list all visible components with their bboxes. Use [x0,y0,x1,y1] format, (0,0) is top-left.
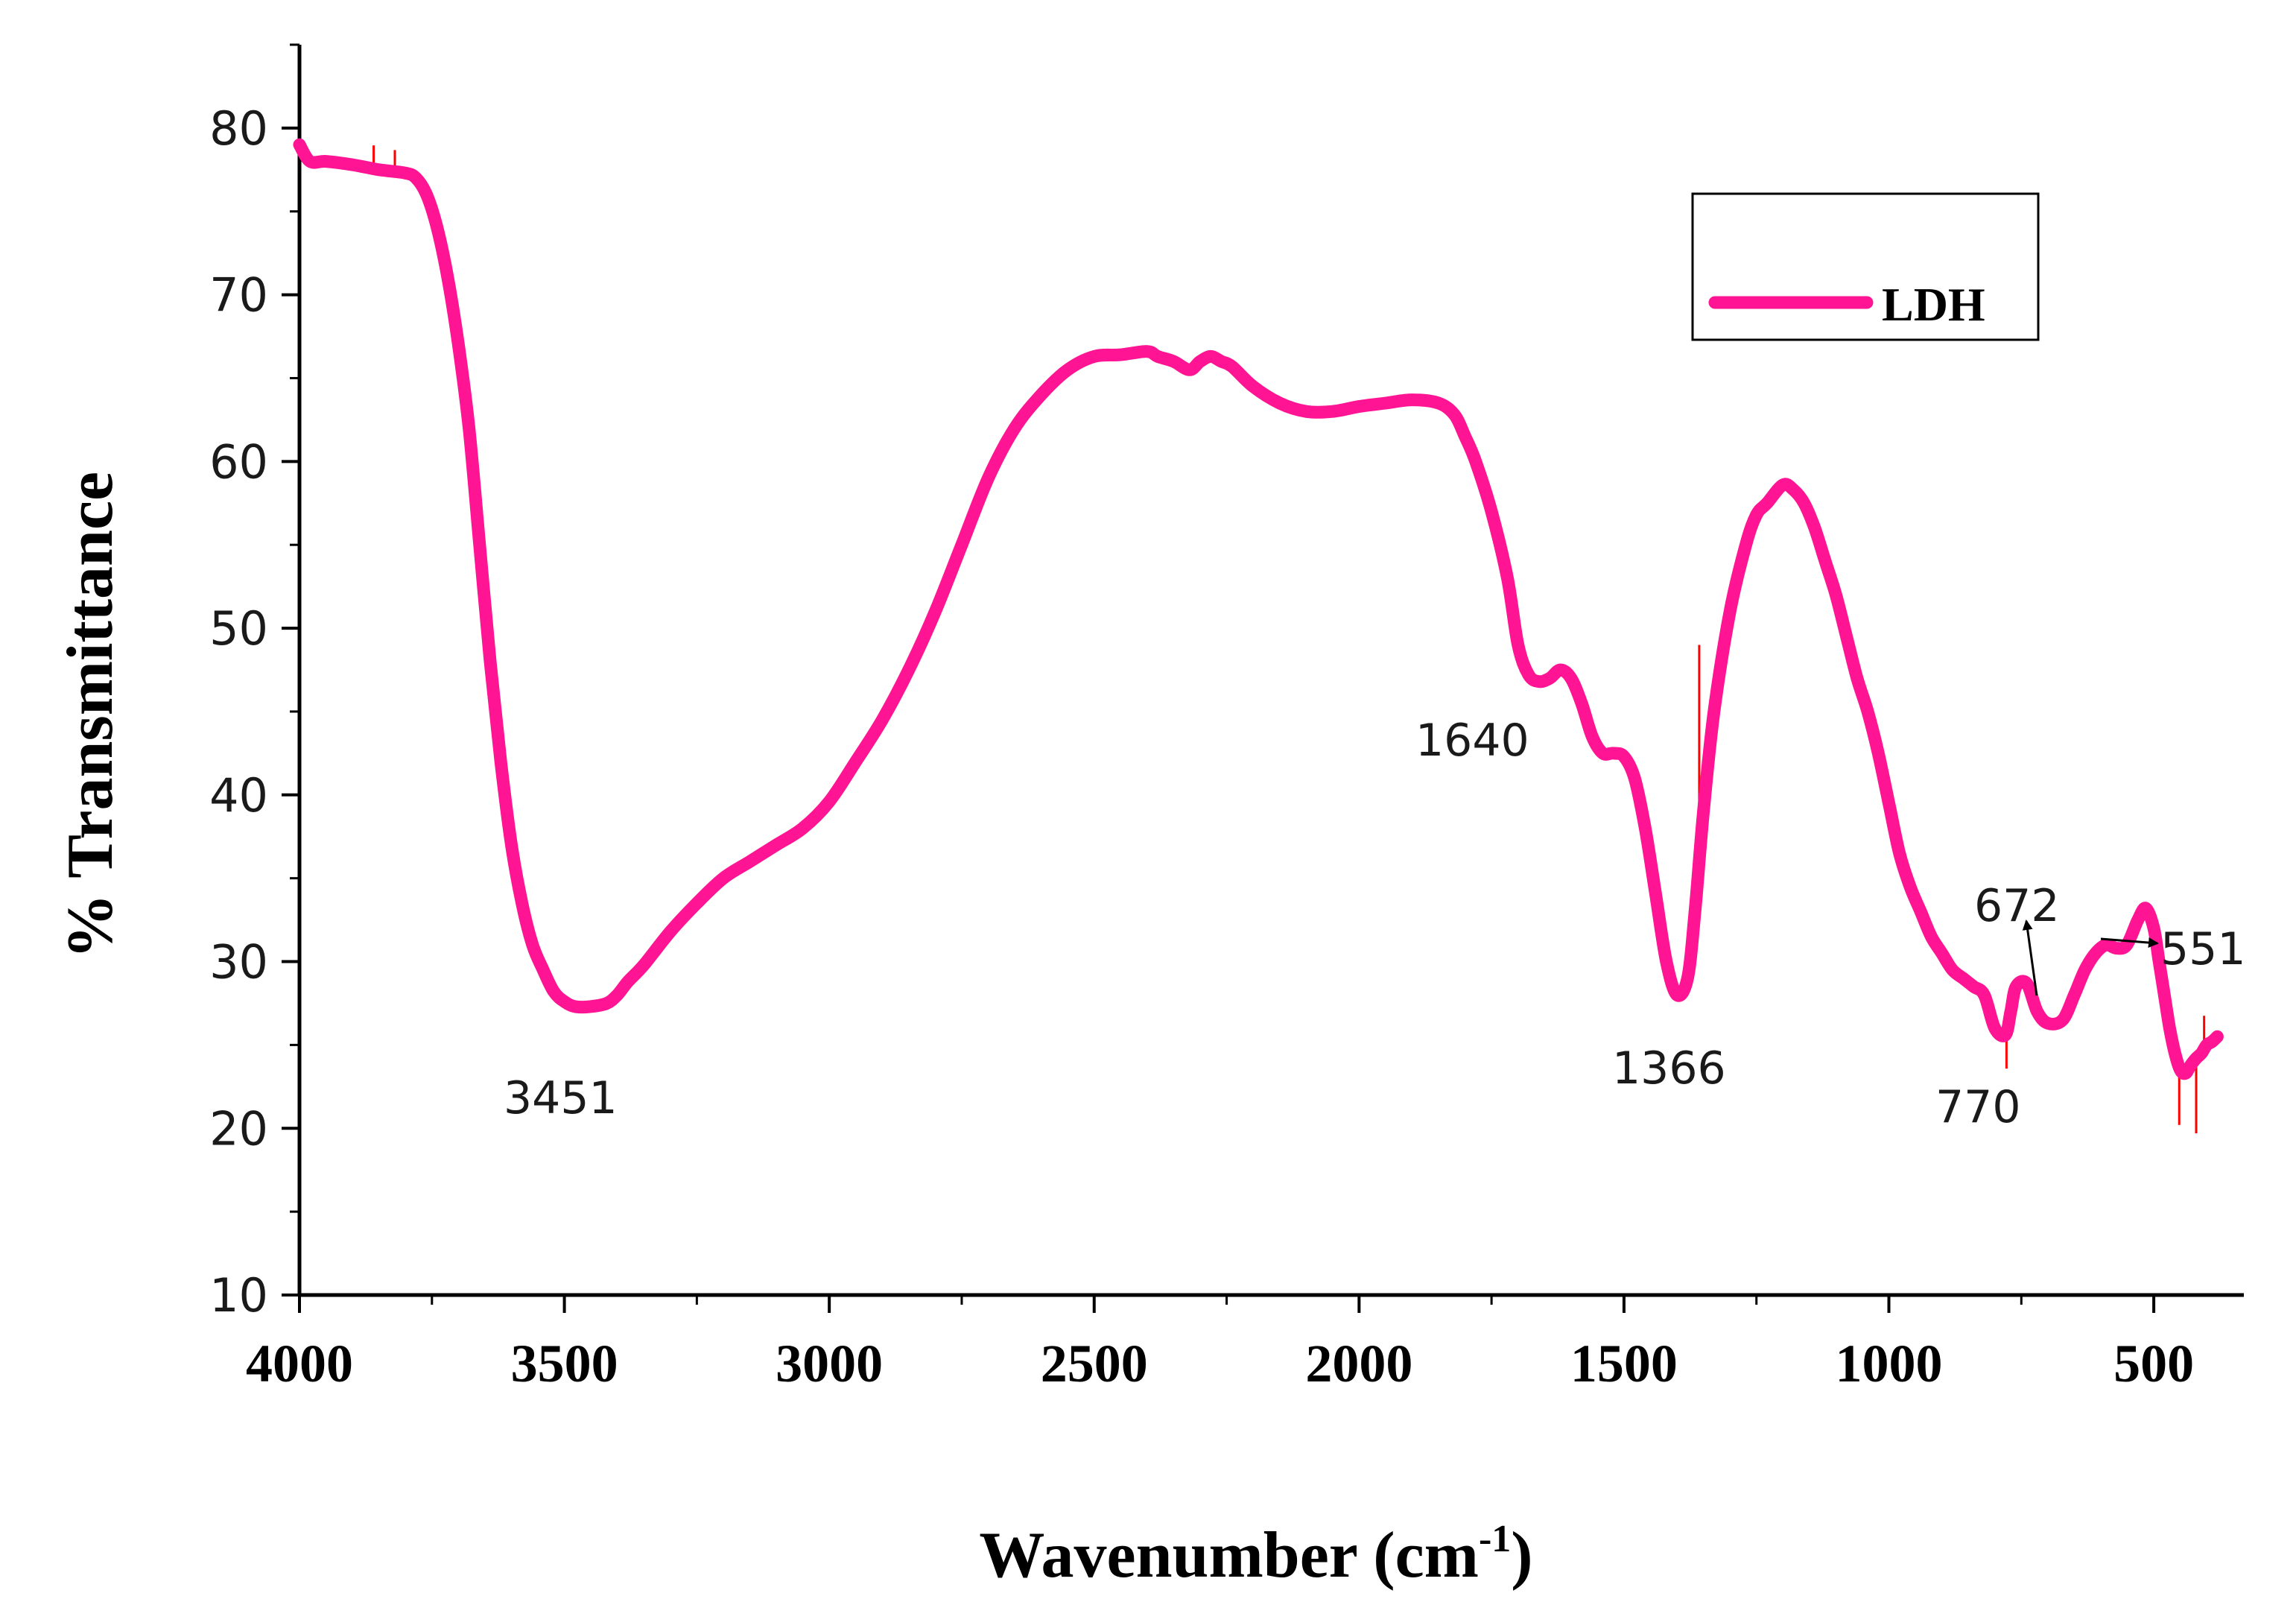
y-tick-label: 80 [209,101,268,156]
x-axis-title-main: Wavenumber (cm [979,1519,1479,1592]
series-line-ldh [293,138,2224,1080]
peak-label-770: 770 [1935,1081,2021,1133]
y-tick-label: 30 [209,935,268,990]
arrow-551 [2100,937,2159,949]
x-tick-label: 3500 [511,1334,618,1393]
x-ticks: 4000 3500 3000 2500 2000 1500 1000 500 [246,1295,2194,1393]
y-ticks: 10 20 30 40 50 60 70 80 [209,43,299,1323]
y-tick-label: 70 [209,268,268,323]
x-tick-label: 4000 [246,1334,353,1393]
x-tick-label: 2000 [1305,1334,1412,1393]
x-tick-label: 2500 [1041,1334,1148,1393]
y-tick-label: 20 [209,1101,268,1156]
x-tick-label: 1000 [1836,1334,1943,1393]
legend-box [1691,192,2040,341]
x-axis-title: Wavenumber (cm-1) [979,1518,1532,1592]
y-axis-title: % Transmittance [54,472,127,959]
peak-label-1366: 1366 [1612,1042,1726,1095]
peak-label-3451: 3451 [504,1072,618,1124]
x-tick-label: 1500 [1570,1334,1678,1393]
y-tick-label: 10 [209,1268,268,1323]
y-tick-label: 60 [209,434,268,489]
x-axis-title-close: ) [1511,1519,1532,1592]
y-tick-label: 50 [209,601,268,656]
x-tick-label: 3000 [776,1334,883,1393]
peak-label-551: 551 [2160,923,2246,975]
x-axis-title-sup: -1 [1479,1518,1511,1560]
peak-label-1640: 1640 [1415,715,1529,767]
legend-label-ldh: LDH [1882,278,1985,331]
legend: LDH [1691,192,2040,341]
y-tick-label: 40 [209,768,268,823]
x-tick-label: 500 [2113,1334,2194,1393]
arrow-672 [2022,919,2038,996]
peak-label-672: 672 [1974,880,2060,932]
